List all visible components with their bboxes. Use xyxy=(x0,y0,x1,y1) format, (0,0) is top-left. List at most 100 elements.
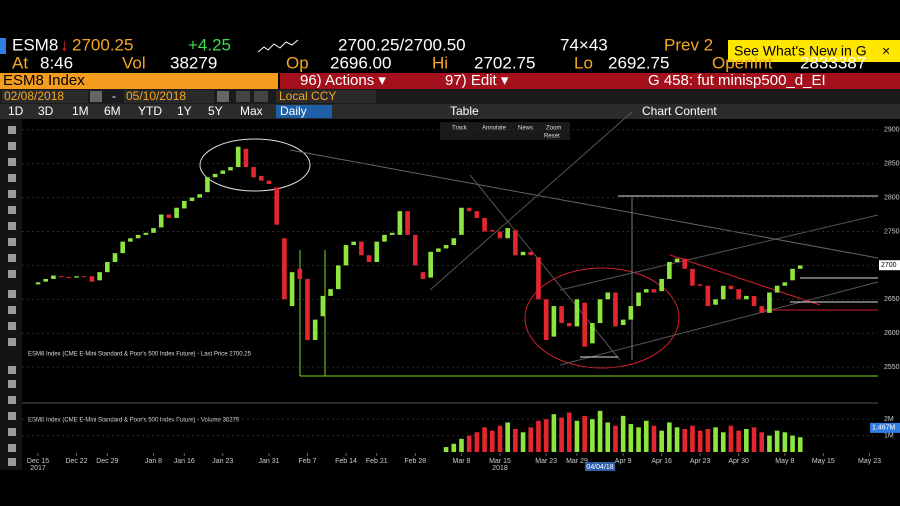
tool-icon[interactable] xyxy=(8,458,16,466)
chart-content-tab[interactable]: Chart Content xyxy=(642,104,717,118)
cursor-date: 04/04/18 xyxy=(586,464,613,471)
volume-bar xyxy=(782,432,788,452)
chart-tools-group: Track Annotate News Zoom Reset xyxy=(452,126,561,140)
highlight-ellipse xyxy=(199,138,311,192)
annotations xyxy=(199,111,879,377)
chart-tools xyxy=(440,122,570,140)
volume-bar xyxy=(682,429,688,452)
period-tab[interactable]: 1D xyxy=(8,104,24,118)
candle xyxy=(205,177,210,193)
x-tick-label: Jan 8 xyxy=(145,458,162,465)
volume-bar xyxy=(443,447,449,452)
start-date-box[interactable] xyxy=(2,90,88,103)
calendar-icon[interactable] xyxy=(217,91,229,102)
security[interactable]: ESM8 Index xyxy=(3,72,85,89)
y-tick-label: 2850 xyxy=(884,161,900,168)
year-label: 2018 xyxy=(492,465,508,472)
table-tab[interactable]: Table xyxy=(450,104,479,118)
tool-icon[interactable] xyxy=(8,222,16,230)
edit-menu[interactable]: 97) Edit ▾ xyxy=(445,72,509,89)
volume-bar xyxy=(767,435,772,452)
candle xyxy=(251,167,256,178)
tool-icon[interactable] xyxy=(8,158,16,166)
candle xyxy=(513,230,518,256)
end-date-box[interactable] xyxy=(124,90,214,103)
last-price: 2700.25 xyxy=(72,35,133,54)
period-tab[interactable]: Max xyxy=(240,104,263,118)
tool-icon[interactable] xyxy=(8,142,16,150)
candle xyxy=(682,258,688,269)
close-button[interactable]: × xyxy=(882,43,890,59)
candle xyxy=(97,272,102,281)
tool-icon[interactable] xyxy=(8,126,16,134)
last-price-label: 2700 xyxy=(881,262,897,269)
tool-icon[interactable] xyxy=(8,412,16,420)
tool-icon[interactable] xyxy=(8,238,16,246)
frequency-box[interactable] xyxy=(276,105,332,118)
period-tab[interactable]: 6M xyxy=(104,104,121,118)
tool-icon[interactable] xyxy=(8,254,16,262)
period-tab[interactable]: 5Y xyxy=(208,104,223,118)
volume-legend: ESM8 Index (CME E-Mini Standard & Poor's… xyxy=(28,418,240,424)
tool-icon[interactable] xyxy=(8,206,16,214)
tool-icon[interactable] xyxy=(8,444,16,452)
highlight-ellipse xyxy=(524,267,680,369)
template: G 458: fut minisp500_d_EI xyxy=(648,72,826,89)
period-tab[interactable]: 3D xyxy=(38,104,54,118)
whats-new-button[interactable] xyxy=(728,40,900,62)
calendar-icon[interactable] xyxy=(90,91,102,102)
prev-button[interactable] xyxy=(236,91,250,102)
candle xyxy=(105,262,110,273)
whats-new-text[interactable]: See What's New in G xyxy=(734,43,867,59)
candle xyxy=(459,207,464,235)
volume-bar xyxy=(497,425,503,452)
currency[interactable]: Local CCY xyxy=(279,89,336,103)
candle xyxy=(35,282,41,285)
tool-icon[interactable] xyxy=(8,322,16,330)
trend-line xyxy=(559,214,879,291)
candle xyxy=(636,292,641,307)
tool-icon[interactable] xyxy=(8,338,16,346)
candle xyxy=(536,257,541,300)
tool-icon[interactable] xyxy=(8,380,16,388)
x-tick-label: Feb 21 xyxy=(366,458,388,465)
volume-bar xyxy=(466,435,472,452)
candle xyxy=(736,289,741,300)
chart-tool[interactable]: News xyxy=(518,126,533,132)
tool-icon[interactable] xyxy=(8,190,16,198)
candle xyxy=(397,211,403,235)
frequency[interactable]: Daily xyxy=(280,104,307,118)
tool-icon[interactable] xyxy=(8,366,16,374)
next-button[interactable] xyxy=(254,91,268,102)
tool-icon[interactable] xyxy=(8,174,16,182)
volume-bar xyxy=(451,443,457,452)
candle xyxy=(81,276,87,278)
tool-icon[interactable] xyxy=(8,270,16,278)
tool-icon[interactable] xyxy=(8,290,16,298)
start-date[interactable]: 02/08/2018 xyxy=(4,89,64,103)
period-tab[interactable]: YTD xyxy=(138,104,162,118)
volume-bar xyxy=(505,422,510,452)
chart-tool[interactable]: Zoom xyxy=(546,126,561,132)
currency-box[interactable] xyxy=(276,90,376,103)
candle xyxy=(428,251,433,278)
bid-ask: 2700.25/2700.50 xyxy=(338,35,466,54)
x-tick-label: Dec 22 xyxy=(65,458,87,465)
actions-menu[interactable]: 96) Actions ▾ xyxy=(300,72,386,89)
candle xyxy=(705,285,711,307)
tool-icon[interactable] xyxy=(8,306,16,314)
chart-tool[interactable]: Annotate xyxy=(482,126,507,132)
candle xyxy=(374,241,380,262)
tool-icon[interactable] xyxy=(8,396,16,404)
volume-bar xyxy=(597,410,603,452)
chart-tool[interactable]: Reset xyxy=(544,134,560,140)
volume-bar xyxy=(697,430,703,452)
period-tab[interactable]: 1Y xyxy=(177,104,192,118)
end-date[interactable]: 05/10/2018 xyxy=(126,89,186,103)
candle xyxy=(520,251,526,256)
chart-tool[interactable]: Track xyxy=(452,126,468,132)
candle xyxy=(74,276,79,278)
tool-icon[interactable] xyxy=(8,428,16,436)
period-tab[interactable]: 1M xyxy=(72,104,89,118)
candle xyxy=(466,207,472,212)
